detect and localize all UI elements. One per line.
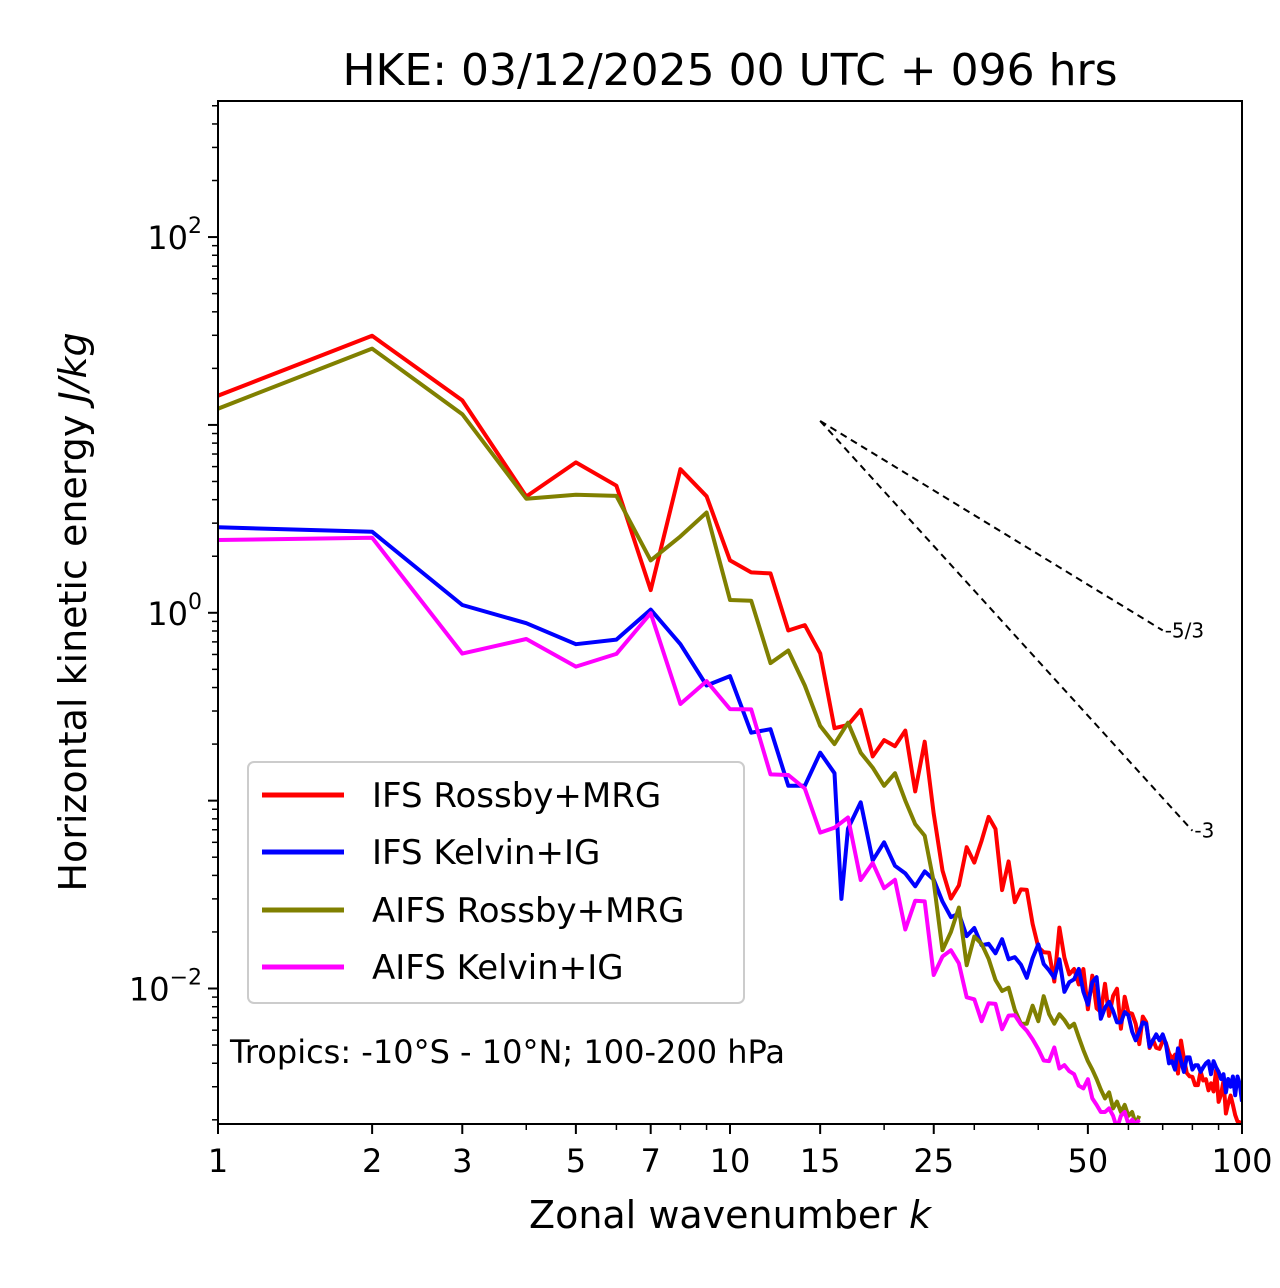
region-annotation: Tropics: -10°S - 10°N; 100-200 hPa	[229, 1033, 785, 1071]
x-tick-label-10: 10	[710, 1142, 751, 1180]
chart-title: HKE: 03/12/2025 00 UTC + 096 hrs	[342, 45, 1117, 96]
x-axis-label-variable: k	[909, 1193, 933, 1237]
y-tick-label: 102	[147, 214, 202, 257]
legend: IFS Rossby+MRG IFS Kelvin+IG AIFS Rossby…	[247, 761, 745, 1004]
slope-line-minus-5-3	[819, 420, 1164, 632]
slope-label-minus-3: -3	[1194, 819, 1214, 843]
series-line-aifs-rossby-mrg	[218, 346, 1142, 1124]
x-axis-label-text: Zonal wavenumber	[529, 1193, 897, 1237]
y-axis-label: Horizontal kinetic energy J/kg	[51, 332, 95, 891]
legend-label-aifs-rossby-mrg: AIFS Rossby+MRG	[372, 891, 684, 931]
y-tick-label: 100	[147, 590, 202, 633]
x-tick-label-50: 50	[1068, 1142, 1109, 1180]
legend-label-aifs-kelvin-ig: AIFS Kelvin+IG	[372, 948, 624, 988]
y-tick-label: 10−2	[129, 966, 202, 1009]
y-axis-ticks: 102 100 10−2	[129, 214, 218, 1009]
plot-frame	[217, 100, 1243, 1125]
x-tick-label-100: 100	[1211, 1142, 1272, 1180]
slope-line-minus-3	[819, 420, 1194, 832]
y-axis-label-text: Horizontal kinetic energy	[51, 415, 95, 892]
x-tick-label-5: 5	[566, 1142, 586, 1180]
series-line-aifs-kelvin-ig	[218, 535, 1141, 1124]
legend-label-ifs-kelvin-ig: IFS Kelvin+IG	[372, 833, 600, 873]
x-tick-label-2: 2	[362, 1142, 382, 1180]
x-tick-label-1: 1	[208, 1142, 228, 1180]
legend-label-ifs-rossby-mrg: IFS Rossby+MRG	[372, 776, 661, 816]
x-tick-label-15: 15	[800, 1142, 841, 1180]
legend-box	[247, 761, 745, 1004]
slope-label-minus-5-3: -5/3	[1165, 618, 1204, 642]
x-axis-ticks: 1 2 3 5 7 10 15 25 50 100	[208, 1124, 1273, 1180]
x-tick-label-7: 7	[641, 1142, 661, 1180]
x-tick-label-3: 3	[452, 1142, 472, 1180]
reference-slopes: -5/3 -3	[819, 420, 1214, 843]
y-axis-label-units: J/kg	[51, 332, 95, 409]
x-tick-label-25: 25	[913, 1142, 954, 1180]
x-axis-label: Zonal wavenumber k	[529, 1193, 933, 1237]
series-lines	[218, 333, 1242, 1124]
series-line-ifs-kelvin-ig	[218, 525, 1242, 1102]
